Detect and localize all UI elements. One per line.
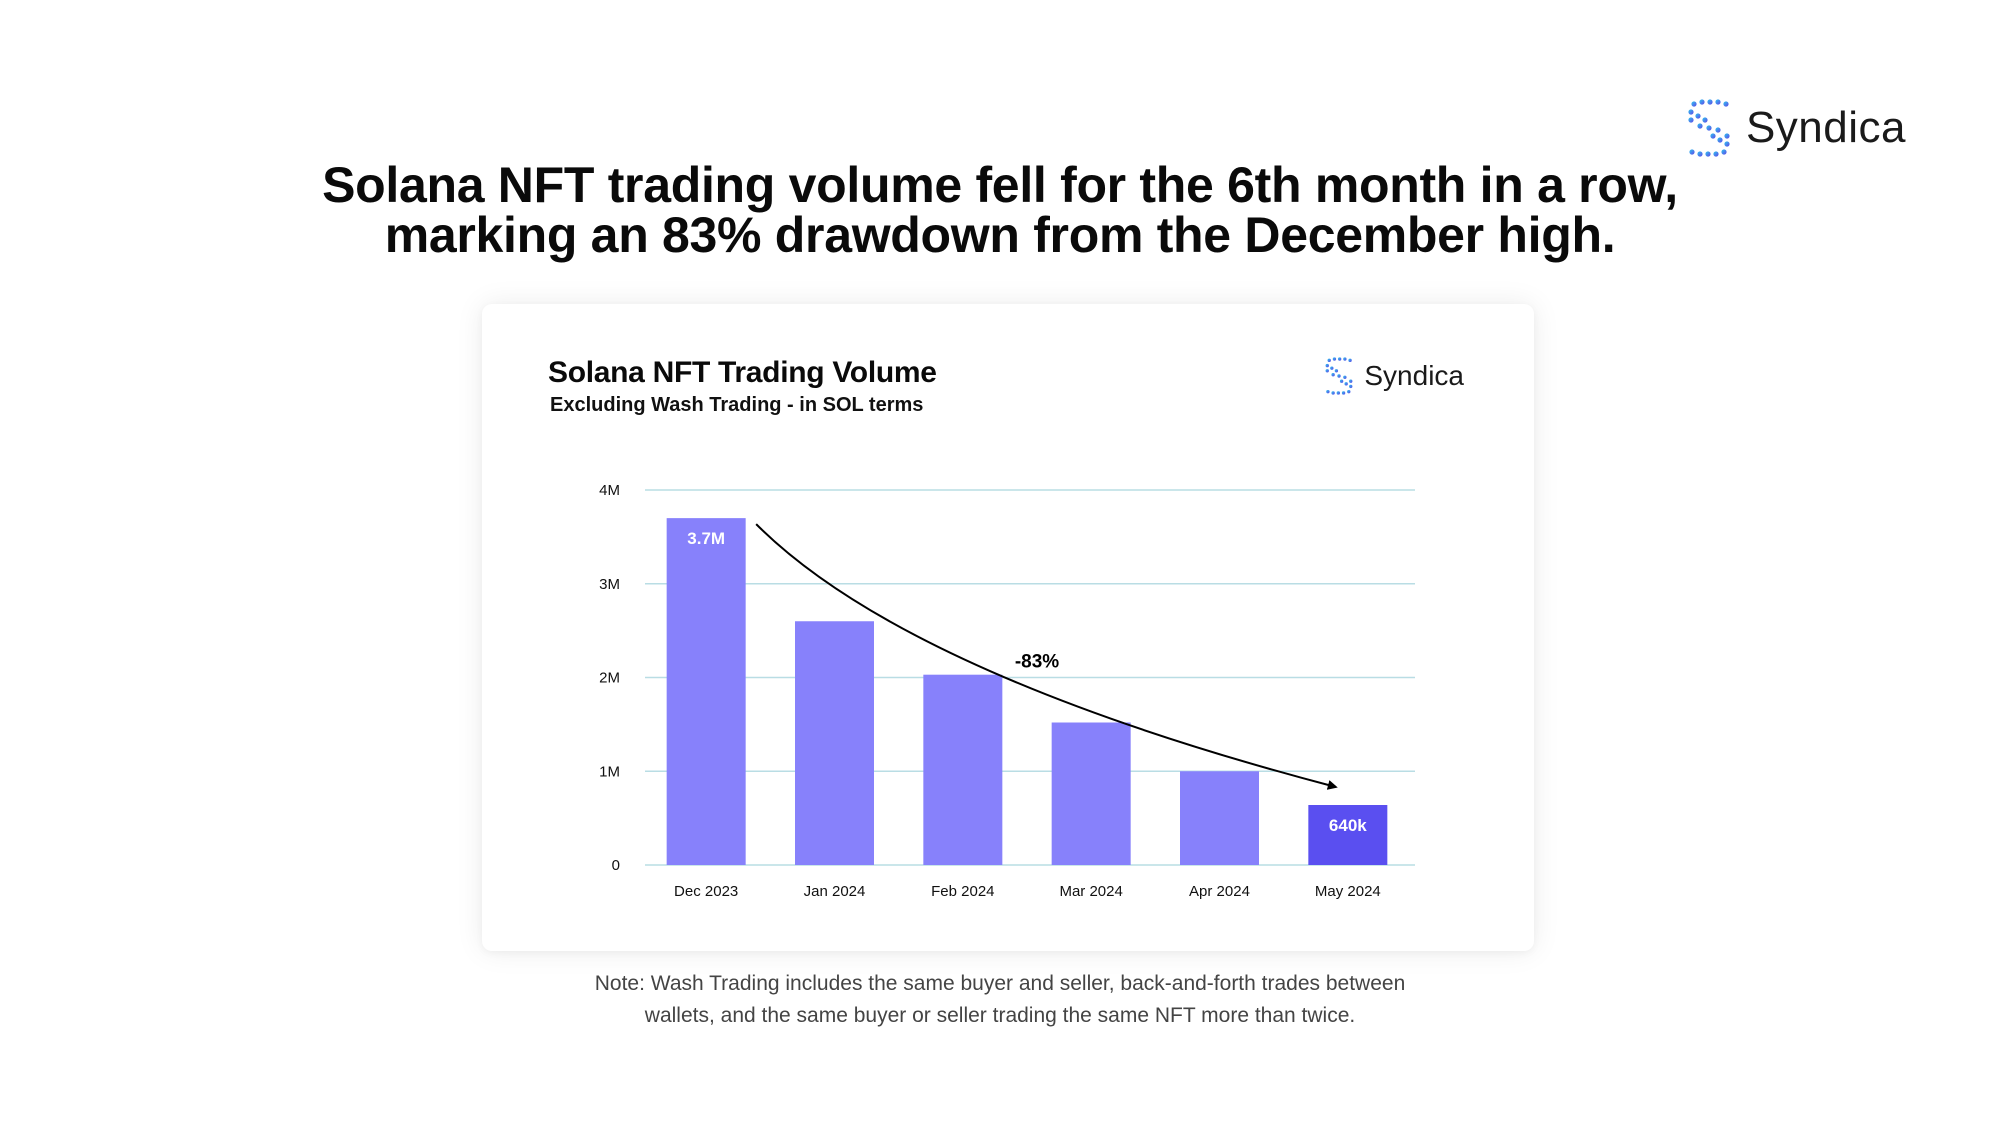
bar-chart: 0 1M 2M 3M 4M Dec 2023 3.7M Jan 2024 Feb 2024 Mar… xyxy=(599,482,1415,900)
footnote-line-2: wallets, and the same buyer or seller tr… xyxy=(644,1004,1356,1027)
y-tick-label: 0 xyxy=(612,857,620,874)
bar-jan-2024 xyxy=(795,621,874,865)
headline-line-1: Solana NFT trading volume fell for the 6… xyxy=(322,157,1678,213)
y-tick-label: 3M xyxy=(599,576,620,593)
brand-logo-card: Syndica xyxy=(1324,356,1464,396)
x-tick-label: May 2024 xyxy=(1315,883,1381,900)
page-headline: Solana NFT trading volume fell for the 6… xyxy=(0,160,2000,260)
y-tick-label: 2M xyxy=(599,670,620,687)
y-tick-label: 4M xyxy=(599,482,620,499)
trend-arrow xyxy=(755,523,1338,790)
chart-title: Solana NFT Trading Volume xyxy=(548,356,937,389)
drawdown-annotation: -83% xyxy=(1015,652,1059,673)
headline-line-2: marking an 83% drawdown from the Decembe… xyxy=(384,207,1616,263)
footnote: Note: Wash Trading includes the same buy… xyxy=(0,968,2000,1032)
x-tick-label: Feb 2024 xyxy=(931,883,994,900)
data-label: 3.7M xyxy=(687,529,725,548)
x-tick-label: Dec 2023 xyxy=(674,883,738,900)
x-tick-label: Jan 2024 xyxy=(804,883,866,900)
chart-card: Solana NFT Trading Volume Excluding Wash… xyxy=(482,304,1534,951)
syndica-logo-icon xyxy=(1325,357,1353,395)
footnote-line-1: Note: Wash Trading includes the same buy… xyxy=(594,972,1406,995)
brand-logo-top: Syndica xyxy=(1686,98,1906,158)
chart-subtitle: Excluding Wash Trading - in SOL terms xyxy=(550,394,924,416)
bar-may-2024 xyxy=(1308,805,1388,865)
x-tick-label: Apr 2024 xyxy=(1189,883,1250,900)
bar-dec-2023 xyxy=(666,518,746,865)
x-tick-label: Mar 2024 xyxy=(1059,883,1122,900)
brand-name: Syndica xyxy=(1745,103,1906,152)
bar-apr-2024 xyxy=(1180,771,1259,865)
bar-mar-2024 xyxy=(1051,722,1131,865)
y-tick-label: 1M xyxy=(599,763,620,780)
data-label: 640k xyxy=(1329,816,1367,835)
syndica-logo-icon xyxy=(1688,99,1730,157)
gridlines xyxy=(645,489,1415,866)
card-brand-name: Syndica xyxy=(1364,360,1464,391)
bar-feb-2024 xyxy=(923,674,1003,865)
